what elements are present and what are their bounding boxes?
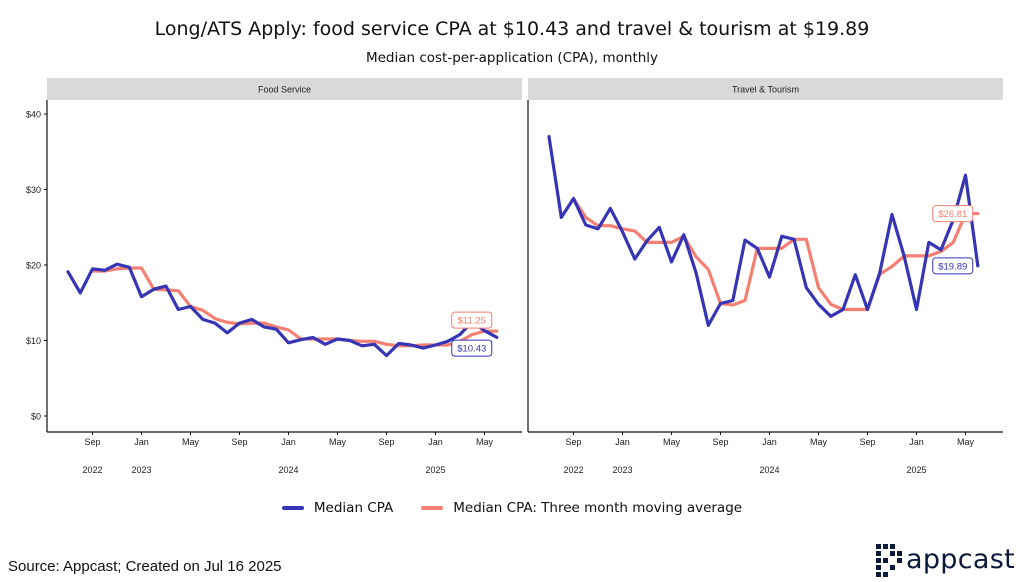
end-label-median: $19.89 xyxy=(938,261,967,272)
x-tick-label: Jan xyxy=(134,437,149,447)
panel-strip-label: Travel & Tourism xyxy=(732,85,799,95)
legend-label-moving-average: Median CPA: Three month moving average xyxy=(453,500,743,516)
legend-swatch-moving-average xyxy=(421,506,444,510)
x-year-label: 2023 xyxy=(612,465,632,475)
x-tick-label: Jan xyxy=(615,437,630,447)
panel-food-service: Food Service $0 $10 $20 $30 $40 Sep Jan May Sep Ja… xyxy=(26,78,522,475)
panel-travel-tourism: Travel & Tourism Sep Jan May Sep Jan May Sep Jan… xyxy=(527,78,1003,475)
chart-canvas: Food Service $0 $10 $20 $30 $40 Sep Jan May Sep Ja… xyxy=(26,78,1003,475)
y-tick-label: $0 xyxy=(31,412,41,422)
chart-title: Long/ATS Apply: food service CPA at $10.… xyxy=(154,18,870,40)
series-line-median xyxy=(66,262,499,358)
x-tick-label: Sep xyxy=(84,437,100,447)
x-year-label: 2023 xyxy=(131,465,151,475)
x-tick-label: May xyxy=(182,437,200,447)
panel-strip xyxy=(47,78,522,100)
series-line-moving-average xyxy=(571,197,980,312)
x-tick-label: May xyxy=(663,437,681,447)
series-line-median xyxy=(547,135,980,327)
x-tick-label: Sep xyxy=(231,437,247,447)
x-tick-label: Jan xyxy=(909,437,924,447)
series-line-moving-average xyxy=(90,266,499,348)
end-label-moving-average: $26.81 xyxy=(938,209,967,220)
x-year-label: 2022 xyxy=(563,465,583,475)
legend-item-median: Median CPA xyxy=(281,500,394,516)
x-tick-label: Sep xyxy=(859,437,875,447)
end-label-median-box xyxy=(932,257,974,275)
chart-subtitle: Median cost-per-application (CPA), month… xyxy=(365,50,659,66)
x-tick-label: May xyxy=(329,437,347,447)
x-tick-label: May xyxy=(957,437,975,447)
end-label-median-box xyxy=(451,339,493,357)
y-tick-label: $10 xyxy=(26,336,41,346)
panel-strip xyxy=(528,78,1003,100)
x-tick-label: Sep xyxy=(565,437,581,447)
legend: Median CPA Median CPA: Three month movin… xyxy=(0,500,1024,516)
end-label-moving-average-box xyxy=(451,311,493,329)
x-tick-label: Sep xyxy=(378,437,394,447)
x-tick-label: Jan xyxy=(428,437,443,447)
panel-strip-label: Food Service xyxy=(258,85,311,95)
x-tick-label: Jan xyxy=(281,437,296,447)
x-tick-label: Sep xyxy=(712,437,728,447)
x-year-label: 2025 xyxy=(425,465,445,475)
x-tick-label: May xyxy=(476,437,494,447)
x-year-label: 2025 xyxy=(906,465,926,475)
legend-item-moving-average: Median CPA: Three month moving average xyxy=(421,500,742,516)
y-tick-label: $20 xyxy=(26,261,41,271)
appcast-logo: appcast xyxy=(876,540,1016,580)
source-note: Source: Appcast; Created on Jul 16 2025 xyxy=(8,558,282,575)
appcast-logo-icon xyxy=(876,544,902,577)
x-year-label: 2022 xyxy=(82,465,102,475)
legend-swatch-median xyxy=(281,506,304,510)
y-tick-label: $30 xyxy=(26,185,41,195)
end-label-median: $10.43 xyxy=(457,344,486,355)
logo-text: appcast xyxy=(906,544,1015,575)
end-label-moving-average-box xyxy=(932,205,974,223)
x-tick-label: Jan xyxy=(762,437,777,447)
x-tick-label: May xyxy=(810,437,828,447)
legend-label-median: Median CPA xyxy=(313,500,394,516)
y-tick-label: $40 xyxy=(26,110,41,120)
end-label-moving-average: $11.25 xyxy=(458,316,486,327)
x-year-label: 2024 xyxy=(759,465,779,475)
x-year-label: 2024 xyxy=(278,465,298,475)
